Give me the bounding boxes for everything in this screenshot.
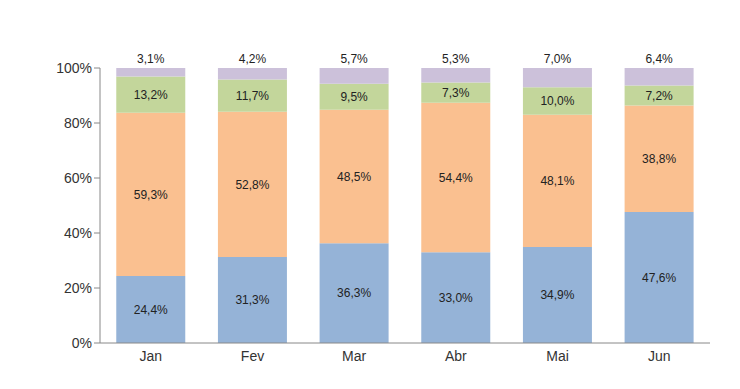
- svg-text:36,3%: 36,3%: [337, 286, 371, 300]
- svg-text:48,1%: 48,1%: [540, 174, 574, 188]
- svg-text:100%: 100%: [56, 60, 92, 76]
- svg-text:80%: 80%: [64, 115, 92, 131]
- svg-text:52,8%: 52,8%: [235, 178, 269, 192]
- svg-text:Jan: Jan: [140, 348, 163, 364]
- svg-text:24,4%: 24,4%: [134, 303, 168, 317]
- svg-text:Mai: Mai: [546, 348, 569, 364]
- svg-text:31,3%: 31,3%: [235, 293, 269, 307]
- svg-text:54,4%: 54,4%: [439, 171, 473, 185]
- svg-text:33,0%: 33,0%: [439, 291, 473, 305]
- svg-text:7,2%: 7,2%: [645, 89, 673, 103]
- svg-text:Jun: Jun: [648, 348, 671, 364]
- svg-text:4,2%: 4,2%: [239, 52, 267, 66]
- svg-text:59,3%: 59,3%: [134, 188, 168, 202]
- svg-text:7,3%: 7,3%: [442, 86, 470, 100]
- svg-text:Abr: Abr: [445, 348, 467, 364]
- svg-text:48,5%: 48,5%: [337, 170, 371, 184]
- svg-text:13,2%: 13,2%: [134, 88, 168, 102]
- svg-text:60%: 60%: [64, 170, 92, 186]
- svg-text:Fev: Fev: [241, 348, 264, 364]
- svg-text:3,1%: 3,1%: [137, 52, 165, 66]
- svg-text:38,8%: 38,8%: [642, 152, 676, 166]
- svg-text:5,3%: 5,3%: [442, 52, 470, 66]
- svg-text:11,7%: 11,7%: [236, 89, 269, 103]
- svg-text:34,9%: 34,9%: [540, 288, 574, 302]
- svg-text:0%: 0%: [72, 335, 92, 351]
- svg-text:7,0%: 7,0%: [544, 52, 572, 66]
- svg-text:40%: 40%: [64, 225, 92, 241]
- svg-text:20%: 20%: [64, 280, 92, 296]
- svg-text:10,0%: 10,0%: [540, 94, 574, 108]
- svg-text:9,5%: 9,5%: [340, 90, 368, 104]
- svg-text:47,6%: 47,6%: [642, 271, 676, 285]
- svg-text:Mar: Mar: [342, 348, 366, 364]
- svg-text:5,7%: 5,7%: [340, 52, 368, 66]
- svg-text:6,4%: 6,4%: [645, 52, 673, 66]
